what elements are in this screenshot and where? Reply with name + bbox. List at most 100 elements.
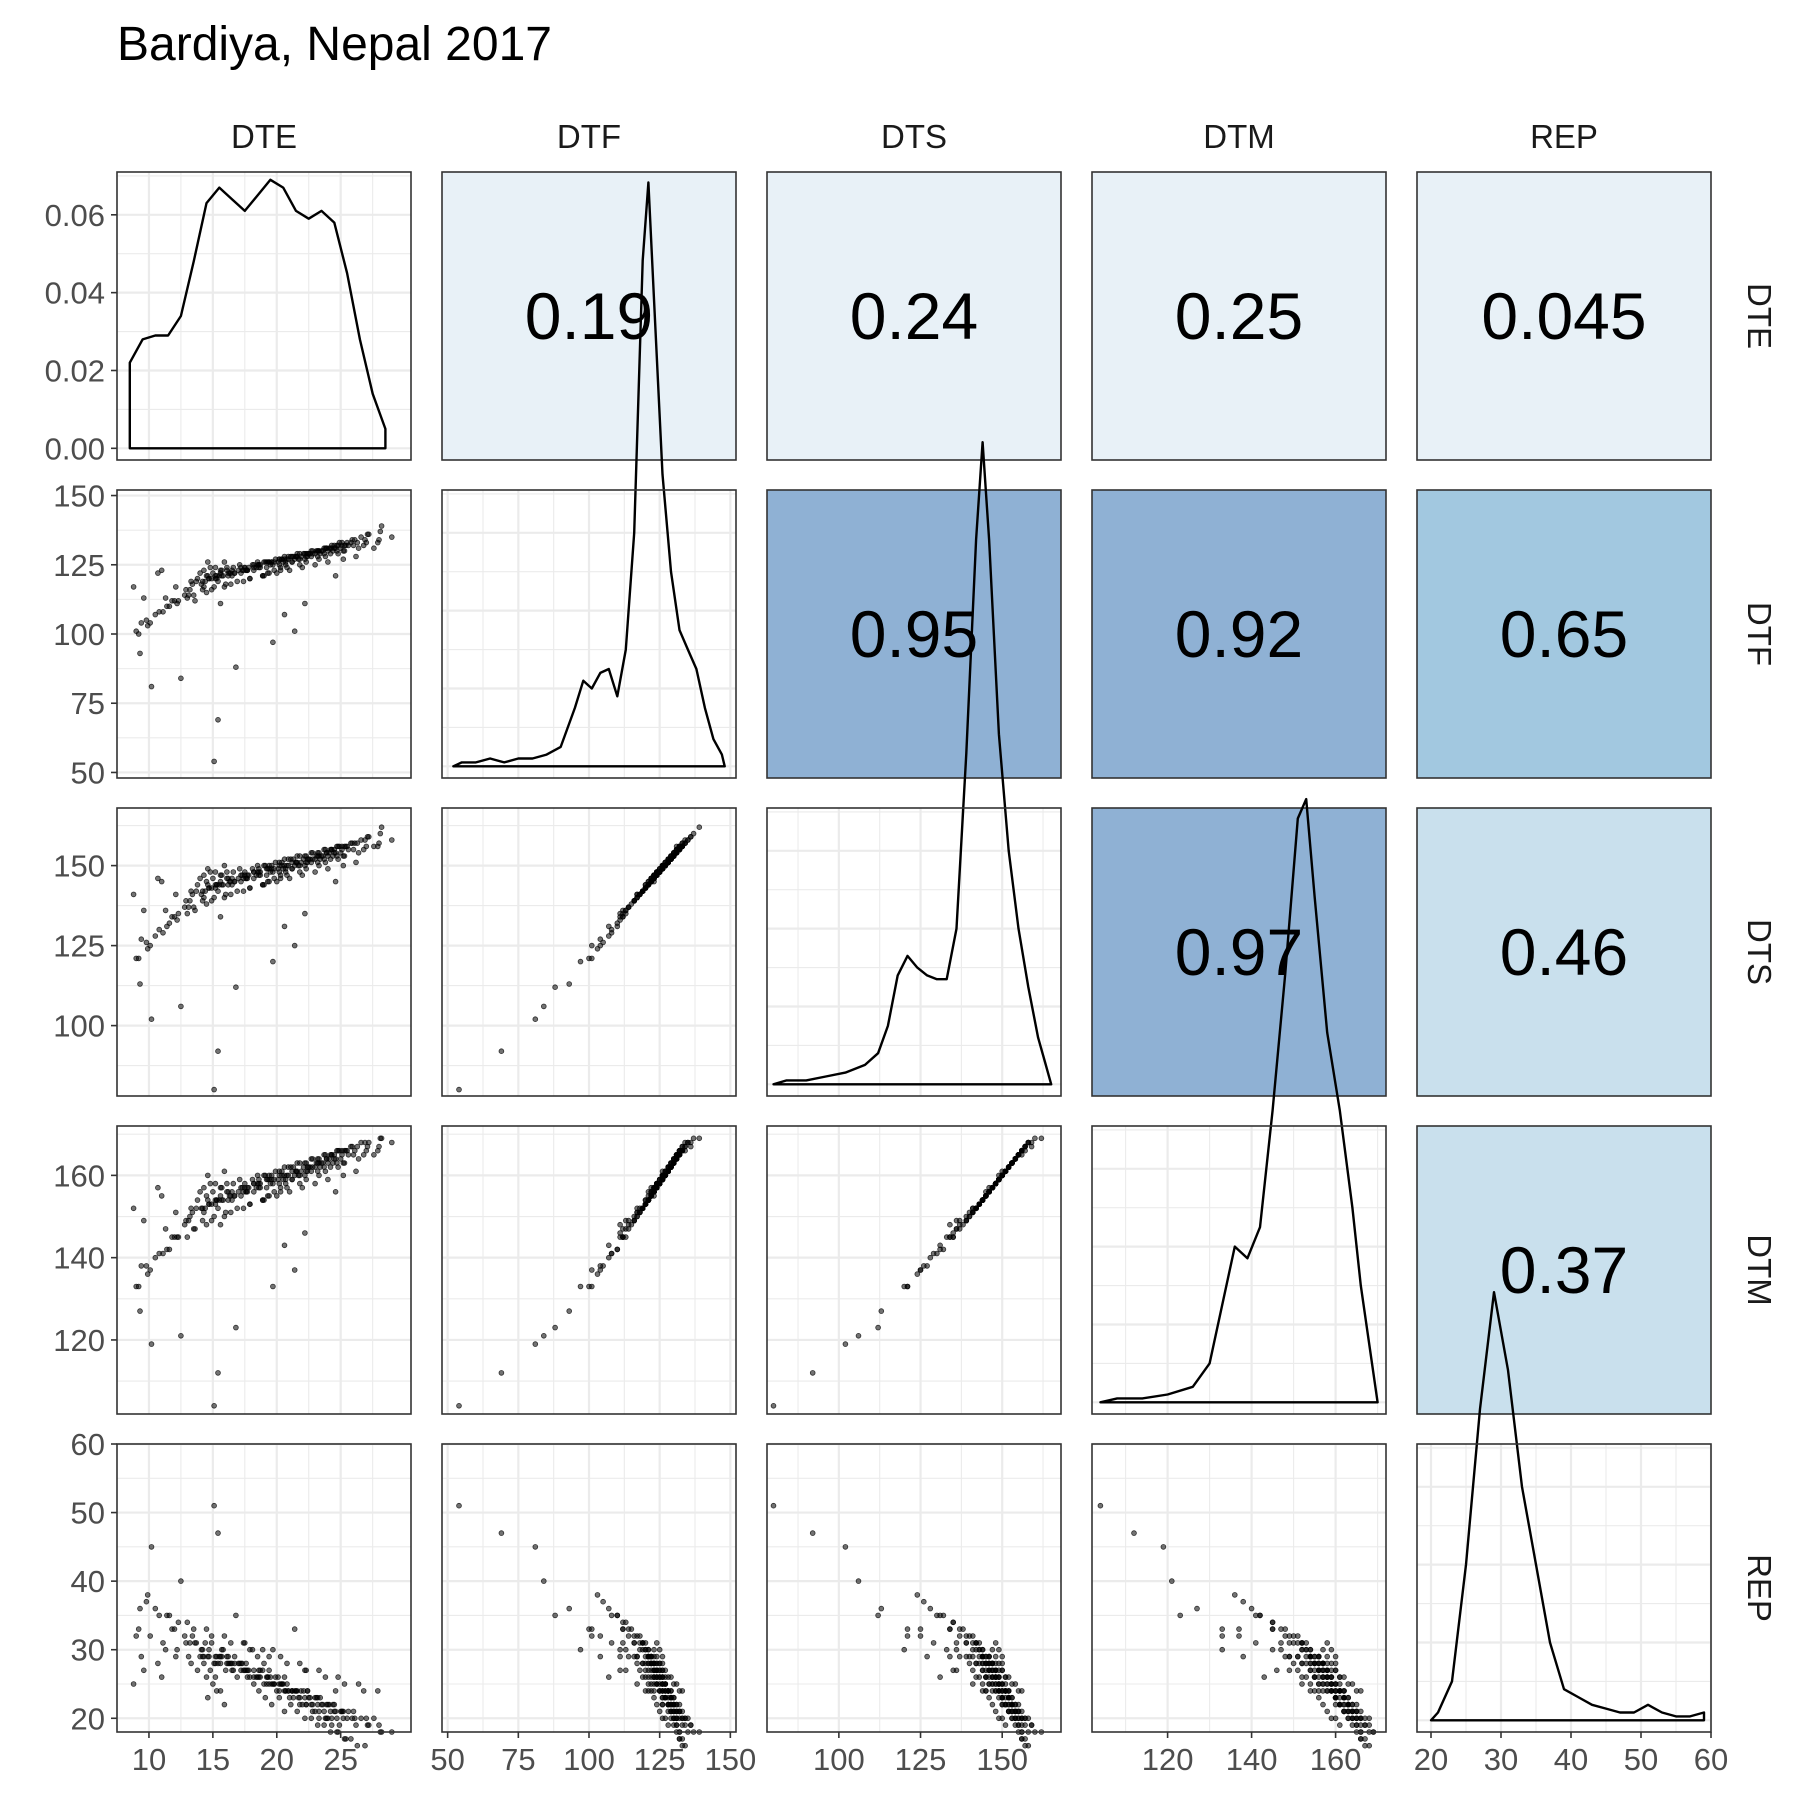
data-point — [1358, 1688, 1364, 1694]
data-point — [221, 1213, 228, 1220]
data-point — [350, 1708, 357, 1715]
data-point — [605, 1254, 612, 1261]
y-axis-dts: 100 125 150 — [53, 849, 117, 1044]
data-point — [212, 575, 219, 582]
data-point — [999, 1660, 1005, 1667]
data-point — [665, 1168, 671, 1175]
x-tick-label: 150 — [976, 1742, 1028, 1777]
strip-right-dtf: DTF — [1741, 602, 1778, 666]
chart-title: Bardiya, Nepal 2017 — [117, 18, 552, 71]
data-point — [1307, 1660, 1314, 1667]
data-point — [374, 539, 381, 546]
data-point — [312, 1708, 318, 1715]
data-point — [989, 1701, 996, 1708]
data-point — [360, 1152, 367, 1158]
data-point — [378, 824, 385, 830]
data-point — [190, 1626, 197, 1632]
data-point — [340, 1708, 347, 1715]
data-point — [614, 1612, 621, 1619]
y-tick-label: 40 — [71, 1564, 105, 1599]
data-point — [1320, 1681, 1326, 1687]
data-point — [281, 1708, 288, 1715]
data-point — [256, 869, 262, 875]
data-point — [656, 1660, 663, 1667]
data-point — [309, 1156, 316, 1162]
data-point — [973, 1205, 979, 1212]
data-point — [594, 1271, 601, 1277]
data-point — [130, 891, 137, 898]
data-point — [322, 1168, 329, 1175]
data-point — [927, 1254, 934, 1261]
data-point — [588, 942, 595, 949]
strip-right-dts: DTS — [1741, 919, 1778, 985]
data-point — [302, 1694, 308, 1701]
data-point — [966, 1633, 973, 1639]
data-point — [238, 570, 244, 576]
data-point — [238, 1667, 244, 1674]
panel-rep-dtf — [441, 1442, 737, 1749]
data-point — [251, 567, 257, 574]
data-point — [989, 1681, 996, 1687]
data-point — [219, 1197, 225, 1203]
data-point — [1025, 1139, 1032, 1146]
panel-dts-rep: 0.46 — [1416, 807, 1712, 1097]
data-point — [656, 1180, 663, 1187]
y-tick-label: 60 — [71, 1427, 105, 1462]
scatter-points — [770, 1135, 1045, 1409]
data-point — [1219, 1626, 1225, 1632]
data-point — [687, 1722, 694, 1728]
data-point — [210, 1189, 216, 1195]
data-point — [189, 1209, 196, 1216]
data-point — [1332, 1715, 1339, 1722]
scatter-points — [130, 1502, 395, 1749]
data-point — [947, 1626, 953, 1632]
panel-border — [766, 1443, 1062, 1733]
data-point — [217, 1221, 224, 1228]
density-curve — [1429, 1290, 1706, 1722]
data-point — [319, 1701, 326, 1708]
data-point — [215, 1370, 221, 1376]
data-point — [221, 1633, 228, 1639]
data-point — [956, 1226, 963, 1232]
data-point — [160, 608, 166, 615]
data-point — [314, 1722, 321, 1728]
data-point — [173, 1209, 179, 1216]
data-point — [212, 1660, 219, 1667]
data-point — [160, 929, 166, 936]
strip-top-dte: DTE — [231, 118, 297, 155]
data-point — [656, 1708, 663, 1715]
data-point — [285, 556, 292, 562]
data-point — [986, 1189, 992, 1195]
data-point — [276, 561, 283, 568]
data-point — [634, 1660, 640, 1667]
data-point — [215, 1530, 221, 1536]
data-point — [243, 567, 249, 574]
data-point — [1009, 1708, 1015, 1715]
data-point — [158, 1193, 165, 1199]
data-point — [336, 539, 343, 546]
panel-background — [767, 808, 1061, 1096]
data-point — [208, 1640, 215, 1646]
data-point — [296, 862, 303, 869]
data-point — [137, 650, 143, 657]
data-point — [284, 564, 290, 571]
data-point — [600, 1598, 606, 1605]
data-point — [183, 1640, 189, 1646]
data-point — [178, 1578, 184, 1584]
panel-border — [116, 171, 412, 461]
data-point — [273, 570, 280, 576]
data-point — [272, 859, 279, 866]
data-point — [263, 1681, 270, 1687]
data-point — [147, 1633, 154, 1639]
data-point — [316, 1667, 322, 1674]
data-point — [594, 1592, 601, 1598]
data-point — [360, 846, 367, 853]
data-point — [597, 1267, 604, 1273]
data-point — [229, 1667, 235, 1674]
data-point — [1005, 1164, 1012, 1170]
panel-grid-lines — [116, 1126, 411, 1414]
data-point — [243, 1660, 249, 1667]
data-point — [685, 837, 691, 843]
data-point — [327, 856, 334, 862]
data-point — [947, 1221, 953, 1228]
